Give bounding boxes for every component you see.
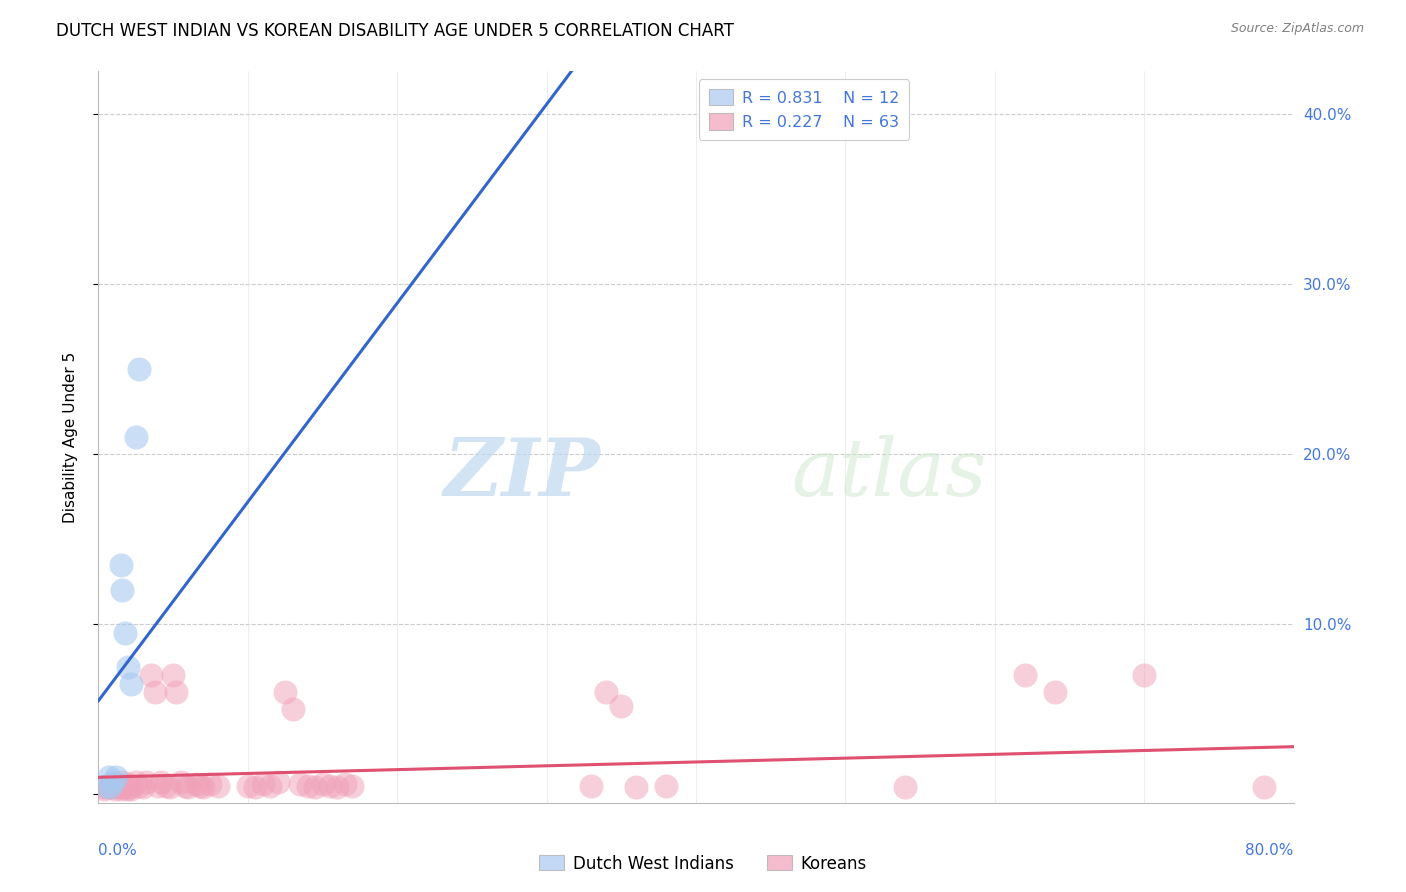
Point	[281, 702, 304, 716]
Point	[107, 779, 129, 793]
Text: ZIP: ZIP	[443, 435, 600, 512]
Text: 0.0%: 0.0%	[98, 843, 138, 858]
Point	[110, 782, 132, 797]
Point	[311, 777, 333, 791]
Point	[304, 780, 326, 795]
Point	[184, 777, 207, 791]
Point	[595, 685, 617, 699]
Point	[132, 780, 155, 795]
Point	[1014, 668, 1036, 682]
Point	[108, 780, 131, 795]
Point	[135, 775, 157, 789]
Point	[148, 779, 170, 793]
Text: atlas: atlas	[792, 435, 987, 512]
Point	[610, 698, 633, 713]
Point	[333, 777, 356, 791]
Text: 80.0%: 80.0%	[1246, 843, 1294, 858]
Point	[97, 770, 120, 784]
Point	[128, 779, 150, 793]
Point	[581, 779, 603, 793]
Point	[297, 779, 319, 793]
Point	[200, 777, 222, 791]
Point	[110, 558, 132, 572]
Point	[245, 780, 267, 795]
Point	[165, 685, 187, 699]
Point	[188, 779, 211, 793]
Point	[259, 779, 281, 793]
Point	[117, 659, 139, 673]
Point	[117, 777, 139, 791]
Point	[120, 677, 142, 691]
Point	[155, 779, 177, 793]
Point	[252, 777, 274, 791]
Point	[267, 775, 290, 789]
Point	[143, 685, 166, 699]
Point	[114, 625, 136, 640]
Point	[162, 668, 184, 682]
Point	[105, 777, 128, 791]
Point	[174, 779, 197, 793]
Point	[150, 775, 173, 789]
Point	[96, 780, 118, 795]
Point	[118, 780, 141, 795]
Point	[115, 782, 138, 797]
Point	[159, 780, 181, 795]
Legend: Dutch West Indians, Koreans: Dutch West Indians, Koreans	[533, 848, 873, 880]
Point	[894, 780, 917, 795]
Point	[139, 668, 162, 682]
Point	[111, 583, 134, 598]
Point	[288, 777, 311, 791]
Point	[1133, 668, 1156, 682]
Point	[207, 779, 229, 793]
Point	[342, 779, 364, 793]
Point	[191, 780, 214, 795]
Point	[128, 362, 150, 376]
Point	[100, 780, 122, 795]
Point	[236, 779, 259, 793]
Point	[103, 780, 125, 795]
Legend: R = 0.831    N = 12, R = 0.227    N = 63: R = 0.831 N = 12, R = 0.227 N = 63	[699, 79, 910, 140]
Point	[125, 775, 148, 789]
Point	[1253, 780, 1275, 795]
Y-axis label: Disability Age Under 5: Disability Age Under 5	[63, 351, 77, 523]
Point	[105, 770, 128, 784]
Point	[655, 779, 678, 793]
Point	[177, 780, 200, 795]
Point	[120, 782, 142, 797]
Point	[111, 775, 134, 789]
Point	[91, 780, 114, 795]
Point	[1043, 685, 1066, 699]
Point	[103, 775, 125, 789]
Text: DUTCH WEST INDIAN VS KOREAN DISABILITY AGE UNDER 5 CORRELATION CHART: DUTCH WEST INDIAN VS KOREAN DISABILITY A…	[56, 22, 734, 40]
Point	[112, 779, 135, 793]
Point	[326, 780, 349, 795]
Point	[274, 685, 297, 699]
Point	[626, 780, 648, 795]
Point	[93, 782, 115, 797]
Text: Source: ZipAtlas.com: Source: ZipAtlas.com	[1230, 22, 1364, 36]
Point	[97, 779, 120, 793]
Point	[114, 780, 136, 795]
Point	[94, 779, 117, 793]
Point	[169, 775, 191, 789]
Point	[319, 779, 342, 793]
Point	[125, 430, 148, 444]
Point	[104, 782, 127, 797]
Point	[101, 777, 124, 791]
Point	[100, 780, 122, 795]
Point	[94, 779, 117, 793]
